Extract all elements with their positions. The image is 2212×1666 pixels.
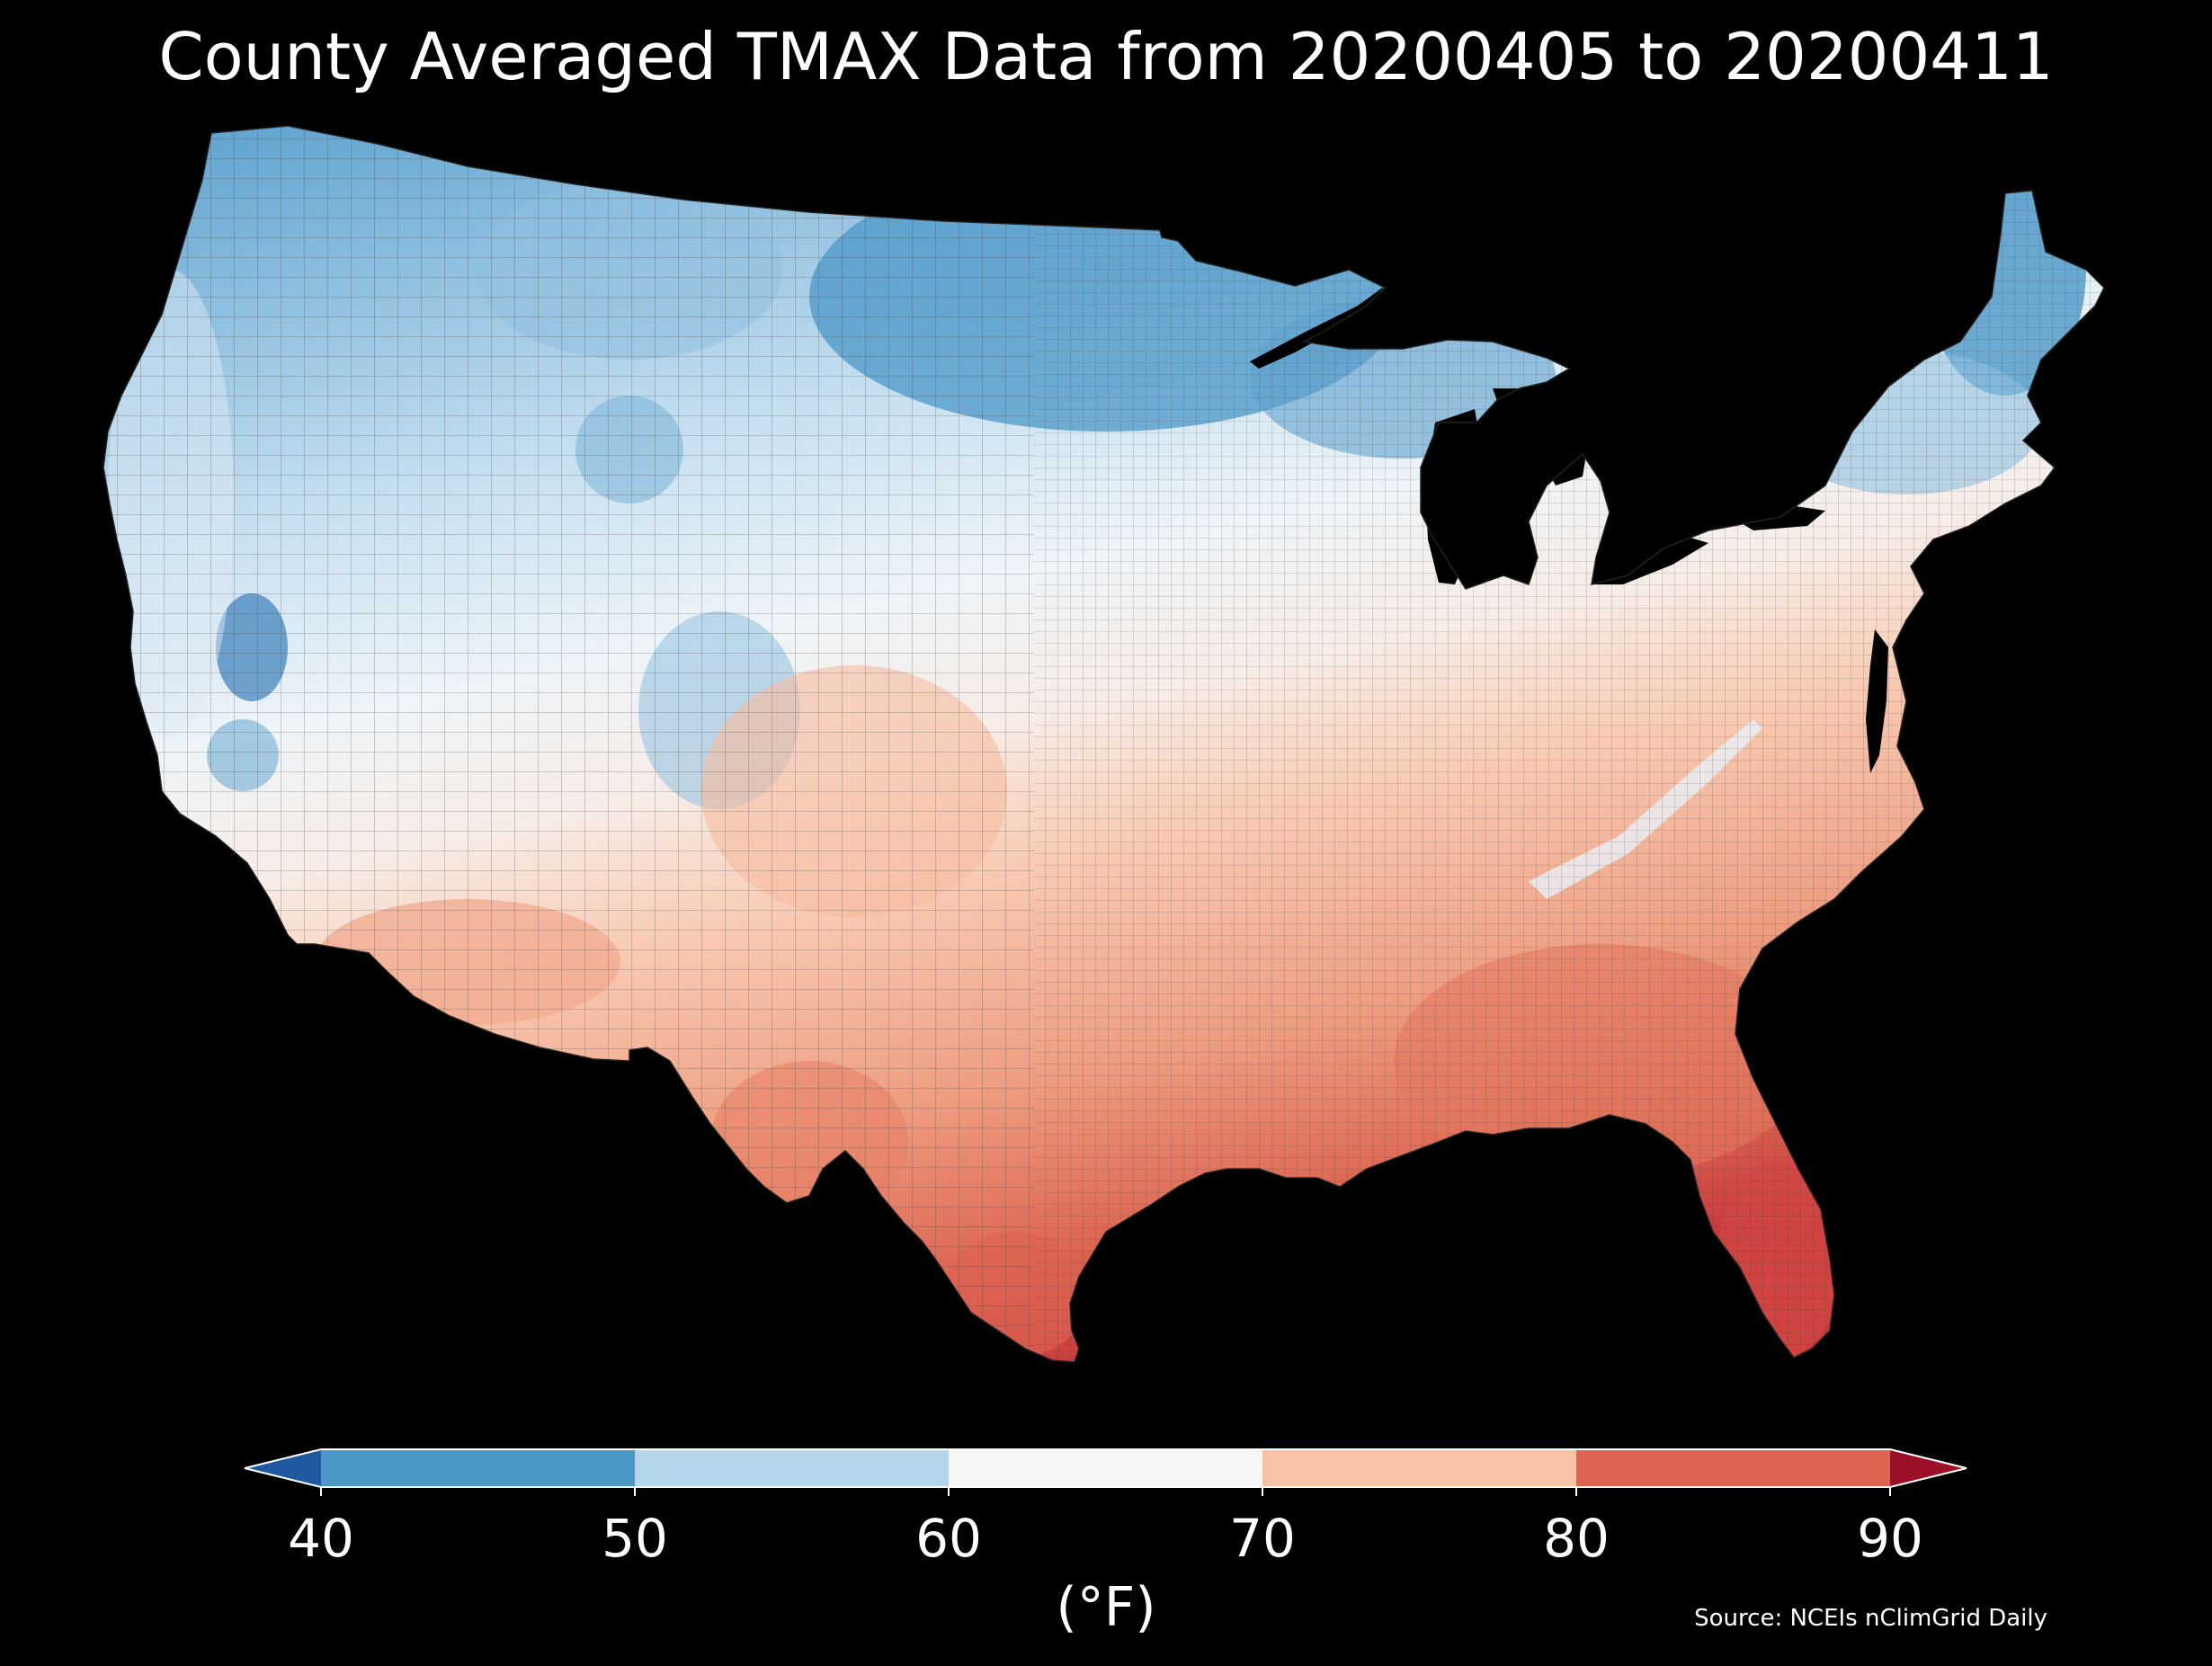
colorbar-tick-label-50: 50	[602, 1508, 668, 1569]
county-fill-layer	[103, 126, 2104, 1362]
colorbar-tick-label-60: 60	[915, 1508, 982, 1569]
colorbar-bin-50-60	[635, 1449, 949, 1487]
us-outline	[103, 125, 2105, 1363]
colorbar-extend-low	[245, 1449, 321, 1487]
colorbar-tick-label-40: 40	[288, 1508, 354, 1569]
colorbar-units-label: (°F)	[1056, 1576, 1156, 1639]
colorbar-bin-80-90	[1576, 1449, 1890, 1487]
colorbar-tick-label-80: 80	[1543, 1508, 1610, 1569]
colorbar-tick-label-70: 70	[1229, 1508, 1296, 1569]
colorbar	[244, 1448, 1967, 1496]
source-credit: Source: NCEIs nClimGrid Daily	[1694, 1605, 2047, 1632]
lake-erie	[1592, 538, 1708, 584]
colorbar-bin-40-50	[321, 1449, 635, 1487]
colorbar-bin-60-70	[949, 1449, 1262, 1487]
colorbar-extend-high	[1890, 1449, 1967, 1487]
chesapeake-bay	[1866, 629, 1888, 773]
lake-michigan	[1425, 409, 1482, 584]
lake-superior	[1250, 286, 1385, 369]
great-lakes	[1250, 286, 1888, 773]
lake-huron	[1493, 388, 1587, 486]
colorbar-tick-label-90: 90	[1857, 1508, 1923, 1569]
map-title: County Averaged TMAX Data from 20200405 …	[158, 19, 2054, 94]
colorbar-bin-70-80	[1262, 1449, 1576, 1487]
